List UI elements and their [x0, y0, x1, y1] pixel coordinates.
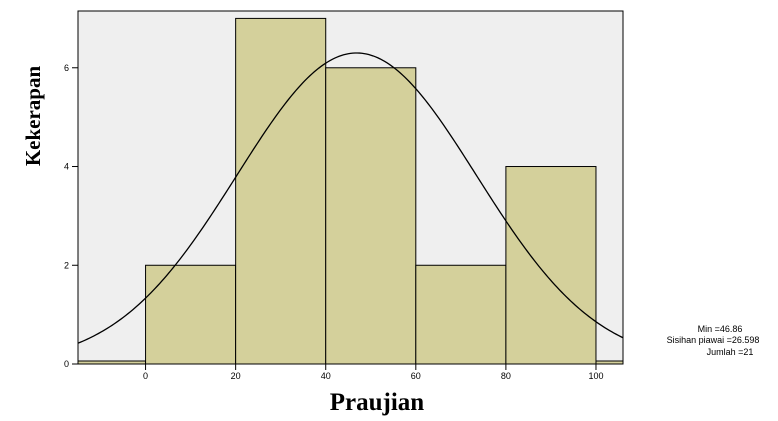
y-tick-label: 6: [64, 63, 69, 73]
stat-mean: Min =46.86: [698, 324, 743, 334]
x-axis-label: Praujian: [330, 389, 425, 416]
x-tick-label: 60: [411, 371, 421, 381]
y-tick-label: 2: [64, 260, 69, 270]
histogram-bar: [145, 264, 237, 365]
stat-count: Jumlah =21: [707, 347, 754, 357]
histogram-bar: [325, 67, 417, 365]
histogram-bar: [505, 166, 597, 365]
plot-area-border: [77, 10, 624, 365]
x-tick-label: 40: [321, 371, 331, 381]
y-axis-label: Kekerapan: [21, 66, 45, 167]
x-tick-label: 100: [588, 371, 603, 381]
x-tick-label: 0: [143, 371, 148, 381]
histogram-bars: [77, 17, 624, 365]
y-tick-label: 4: [64, 162, 69, 172]
x-tick-label: 80: [501, 371, 511, 381]
normal-curve: [77, 52, 624, 344]
stats-box: Min =46.86 Sisihan piawai =26.598 Jumlah…: [667, 324, 760, 357]
y-tick-label: 0: [64, 359, 69, 369]
histogram-bar: [415, 264, 507, 365]
x-axis-ticks: 0 20 40 60 80 100: [143, 364, 603, 381]
stat-std-dev: Sisihan piawai =26.598: [667, 335, 760, 345]
x-tick-label: 20: [231, 371, 241, 381]
y-axis-ticks: 0 2 4 6: [64, 63, 78, 369]
histogram-bar: [235, 17, 327, 365]
